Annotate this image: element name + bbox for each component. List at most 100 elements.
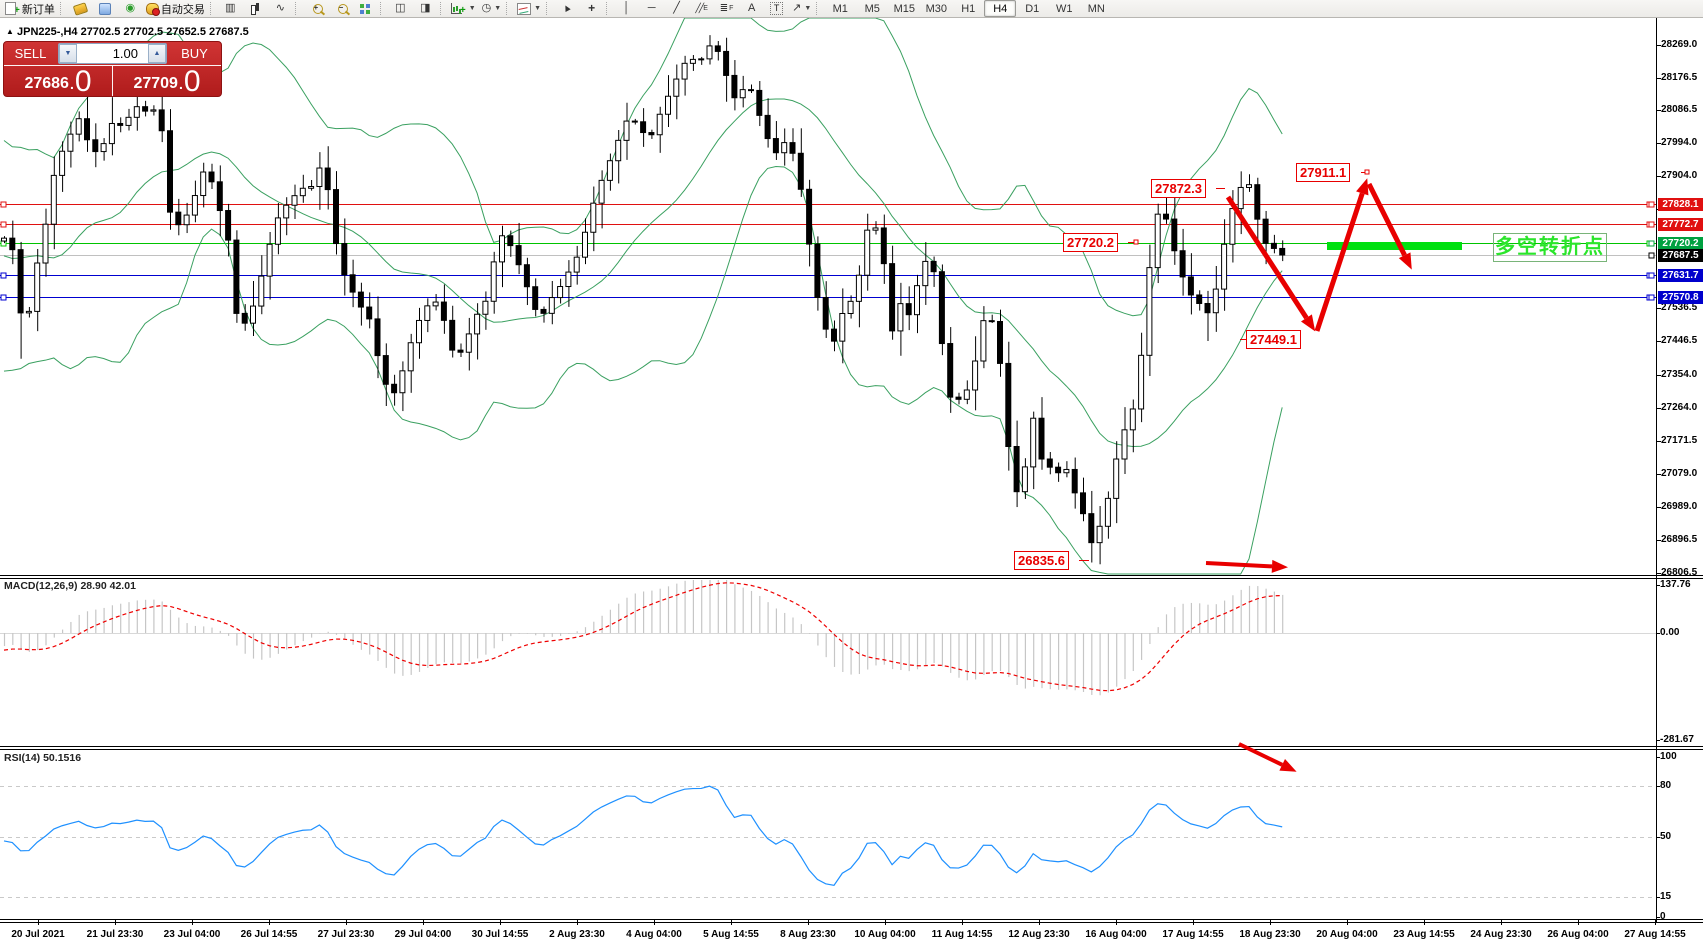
candle-body [17, 249, 24, 314]
label-button[interactable]: T [764, 0, 789, 17]
price-axis-label: 27904.0 [1661, 170, 1698, 181]
bar-chart-button[interactable]: ▥ [225, 2, 236, 14]
candle-body [1262, 218, 1269, 244]
price-callout[interactable]: 26835.6 [1014, 551, 1069, 570]
cursor-button[interactable]: ▲ [559, 1, 574, 16]
timeframe-button-m30[interactable]: M30 [925, 2, 947, 15]
price-axis-label: 26896.5 [1661, 534, 1698, 545]
candle-body [947, 343, 954, 398]
chevron-down-icon[interactable]: ▼ [804, 5, 812, 12]
trendline-button[interactable]: ╱ [673, 2, 680, 14]
candle-body [399, 370, 406, 394]
signal-icon[interactable]: ◉ [125, 2, 136, 14]
new-order-button[interactable]: + 新订单 [2, 0, 58, 17]
channel-button[interactable]: ╱╱ E [695, 3, 708, 13]
autotrade-button[interactable]: 自动交易 [143, 0, 208, 17]
timeframe-button-m1[interactable]: M1 [832, 2, 848, 15]
timeframe-button-h4[interactable]: H4 [984, 0, 1017, 17]
timeframe-button-h1[interactable]: H1 [961, 2, 976, 15]
candle-body [1021, 466, 1028, 493]
periods-button[interactable]: ◷ ▼ [481, 2, 502, 14]
candle-body [391, 383, 398, 394]
zoom-in-button[interactable]: + [303, 0, 328, 17]
line-handle[interactable] [0, 272, 7, 279]
trend-arrow[interactable] [1314, 192, 1365, 332]
line-handle[interactable] [0, 221, 7, 228]
candle-body [1030, 417, 1037, 468]
macd-arrow[interactable] [1205, 561, 1273, 569]
volume-up-button[interactable]: ▲ [148, 44, 166, 63]
time-axis-label: 16 Aug 04:00 [1085, 929, 1147, 940]
eraser-icon[interactable] [68, 0, 93, 17]
volume-down-button[interactable]: ▼ [59, 44, 77, 63]
chevron-down-icon[interactable]: ▼ [534, 5, 542, 12]
crosshair-button[interactable]: + [588, 1, 596, 15]
candle-body [1187, 276, 1194, 296]
candle-body [963, 389, 970, 400]
line-handle[interactable] [0, 294, 7, 301]
bull-bear-turning-point-note[interactable]: 多空转折点 [1493, 233, 1607, 262]
candle-body [656, 113, 663, 136]
candle-body [1229, 208, 1236, 245]
line-chart-button[interactable]: ∿ [275, 2, 285, 14]
candle-body [125, 116, 132, 126]
timeframe-button-m5[interactable]: M5 [864, 2, 880, 15]
price-callout[interactable]: 27449.1 [1246, 330, 1301, 349]
trend-arrow[interactable] [1366, 182, 1407, 257]
candle-body [698, 58, 705, 61]
vline-button[interactable]: │ [623, 2, 631, 14]
candle-body [291, 195, 298, 206]
auto-arrange-button[interactable]: ◫ [395, 2, 406, 14]
candle-body [465, 333, 472, 353]
hline-button[interactable]: ─ [647, 2, 656, 14]
buy-price[interactable]: 27709 . 0 [113, 66, 221, 97]
bollinger-middle-band [3, 98, 1283, 447]
candle-body [623, 120, 630, 141]
timeframe-button-d1[interactable]: D1 [1025, 2, 1040, 15]
candle-body [590, 202, 597, 233]
timeframe-button-mn[interactable]: MN [1087, 2, 1105, 15]
price-callout[interactable]: 27872.3 [1151, 179, 1206, 198]
price-axis-label: 27354.0 [1661, 369, 1698, 380]
indicators-button[interactable]: ▼ [514, 0, 544, 17]
text-button[interactable]: A [747, 2, 756, 14]
sell-price[interactable]: 27686 . 0 [4, 66, 113, 96]
sell-button[interactable]: SELL [14, 46, 47, 61]
macd-signal-line [3, 582, 1283, 692]
candle-body [250, 305, 256, 324]
volume-input[interactable]: 1.00 [112, 46, 138, 61]
track-chart-button[interactable]: ◨ [420, 2, 431, 14]
tile-windows-button[interactable] [353, 0, 378, 17]
chevron-down-icon[interactable]: ▼ [468, 5, 476, 12]
price-callout[interactable]: 27911.1 [1296, 163, 1351, 182]
candlestick-button[interactable] [243, 0, 268, 17]
macd-arrow-head [1271, 559, 1288, 573]
chevron-down-icon[interactable]: ▼ [494, 5, 502, 12]
candle-body [1279, 247, 1286, 256]
timeframe-button-w1[interactable]: W1 [1056, 2, 1073, 15]
trend-arrow[interactable] [1225, 195, 1309, 320]
fibonacci-button[interactable]: ≣ F [719, 3, 734, 14]
new-chart-button[interactable]: + ▼ [448, 0, 479, 17]
zoom-out-button[interactable]: − [328, 0, 353, 17]
candle-body [200, 171, 207, 197]
candle-body [739, 89, 746, 99]
price-callout[interactable]: 27720.2 [1063, 233, 1118, 252]
profile-icon[interactable] [93, 0, 118, 17]
arrows-button[interactable]: ↗ ▼ [792, 2, 812, 14]
price-tag-27687.5: 27687.5 [1658, 249, 1703, 262]
candle-body [905, 303, 912, 316]
tag-anchor [1648, 272, 1655, 279]
line-handle[interactable] [0, 240, 7, 247]
green-highlight-bar[interactable] [1327, 242, 1462, 250]
candle-body [374, 318, 381, 357]
buy-button[interactable]: BUY [181, 46, 208, 61]
line-handle[interactable] [0, 201, 7, 208]
time-axis-label: 27 Jul 23:30 [317, 929, 375, 940]
candle-body [997, 320, 1003, 364]
candle-body [1254, 184, 1261, 220]
candle-body [1212, 288, 1219, 314]
rsi-arrow[interactable] [1238, 742, 1284, 767]
timeframe-button-m15[interactable]: M15 [893, 2, 915, 15]
